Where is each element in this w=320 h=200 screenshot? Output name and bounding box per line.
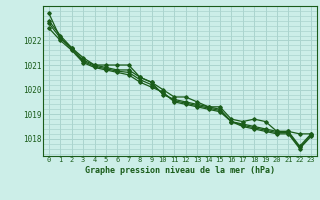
X-axis label: Graphe pression niveau de la mer (hPa): Graphe pression niveau de la mer (hPa) xyxy=(85,166,275,175)
